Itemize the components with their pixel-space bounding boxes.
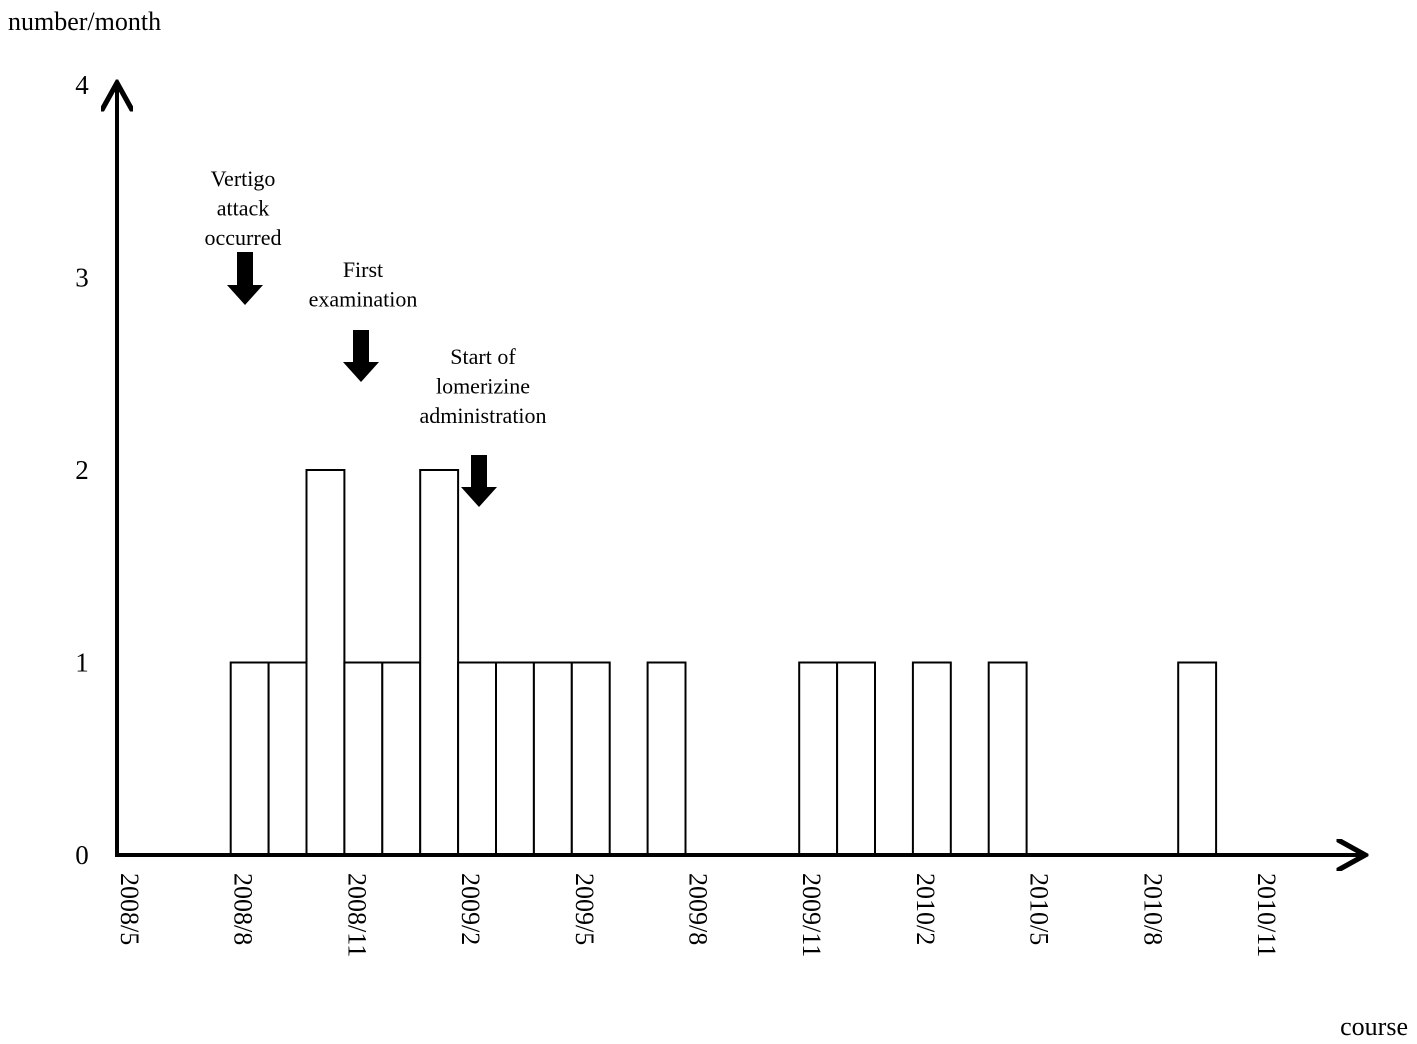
bar-2009/3 (495, 661, 535, 856)
bar-2010/9 (1177, 661, 1218, 856)
down-arrow-icon (343, 330, 379, 382)
bar-2010/2 (911, 661, 952, 856)
bar-2009/1 (419, 469, 460, 856)
x-tick-label: 2008/5 (115, 873, 144, 945)
x-tick-label: 2010/5 (1025, 873, 1054, 945)
bar-2009/12 (836, 661, 876, 856)
y-tick-label: 0 (75, 840, 89, 870)
annotation-text: Vertigo (211, 166, 276, 191)
annotation-text: Start of (450, 344, 516, 369)
y-tick-label: 1 (75, 648, 89, 678)
bar-2009/2 (457, 661, 498, 856)
x-axis-label: course (1340, 1012, 1408, 1041)
bar-2008/12 (381, 661, 422, 856)
x-tick-label: 2009/5 (570, 873, 599, 945)
x-tick-label: 2010/2 (911, 873, 940, 945)
x-tick-label: 2009/2 (456, 873, 485, 945)
annotation-text: First (343, 257, 383, 282)
y-tick-label: 4 (75, 70, 89, 100)
y-tick-label: 3 (75, 263, 89, 293)
x-tick-label: 2008/8 (229, 873, 258, 945)
bar-2008/10 (305, 469, 346, 856)
y-axis-label: number/month (8, 7, 161, 36)
bar-2009/11 (798, 661, 839, 856)
annotation-text: attack (217, 196, 270, 221)
bar-2009/4 (532, 661, 573, 856)
annotation-text: examination (309, 287, 418, 312)
bar-2010/4 (987, 661, 1028, 856)
bar-2009/5 (570, 661, 611, 856)
down-arrow-icon (461, 455, 497, 507)
down-arrow-icon (227, 252, 263, 305)
bar-2008/11 (343, 661, 384, 856)
x-tick-label: 2009/11 (797, 873, 826, 957)
bar-2009/7 (646, 661, 687, 856)
y-tick-label: 2 (75, 455, 89, 485)
x-tick-label: 2010/11 (1252, 873, 1281, 957)
x-tick-label: 2010/8 (1138, 873, 1167, 945)
annotation-text: occurred (205, 225, 282, 250)
x-tick-label: 2009/8 (684, 873, 713, 945)
bar-2008/9 (267, 661, 308, 856)
annotation-text: lomerizine (436, 374, 530, 399)
bar-2008/8 (229, 661, 270, 856)
x-tick-label: 2008/11 (342, 873, 371, 957)
annotation-text: administration (419, 403, 546, 428)
